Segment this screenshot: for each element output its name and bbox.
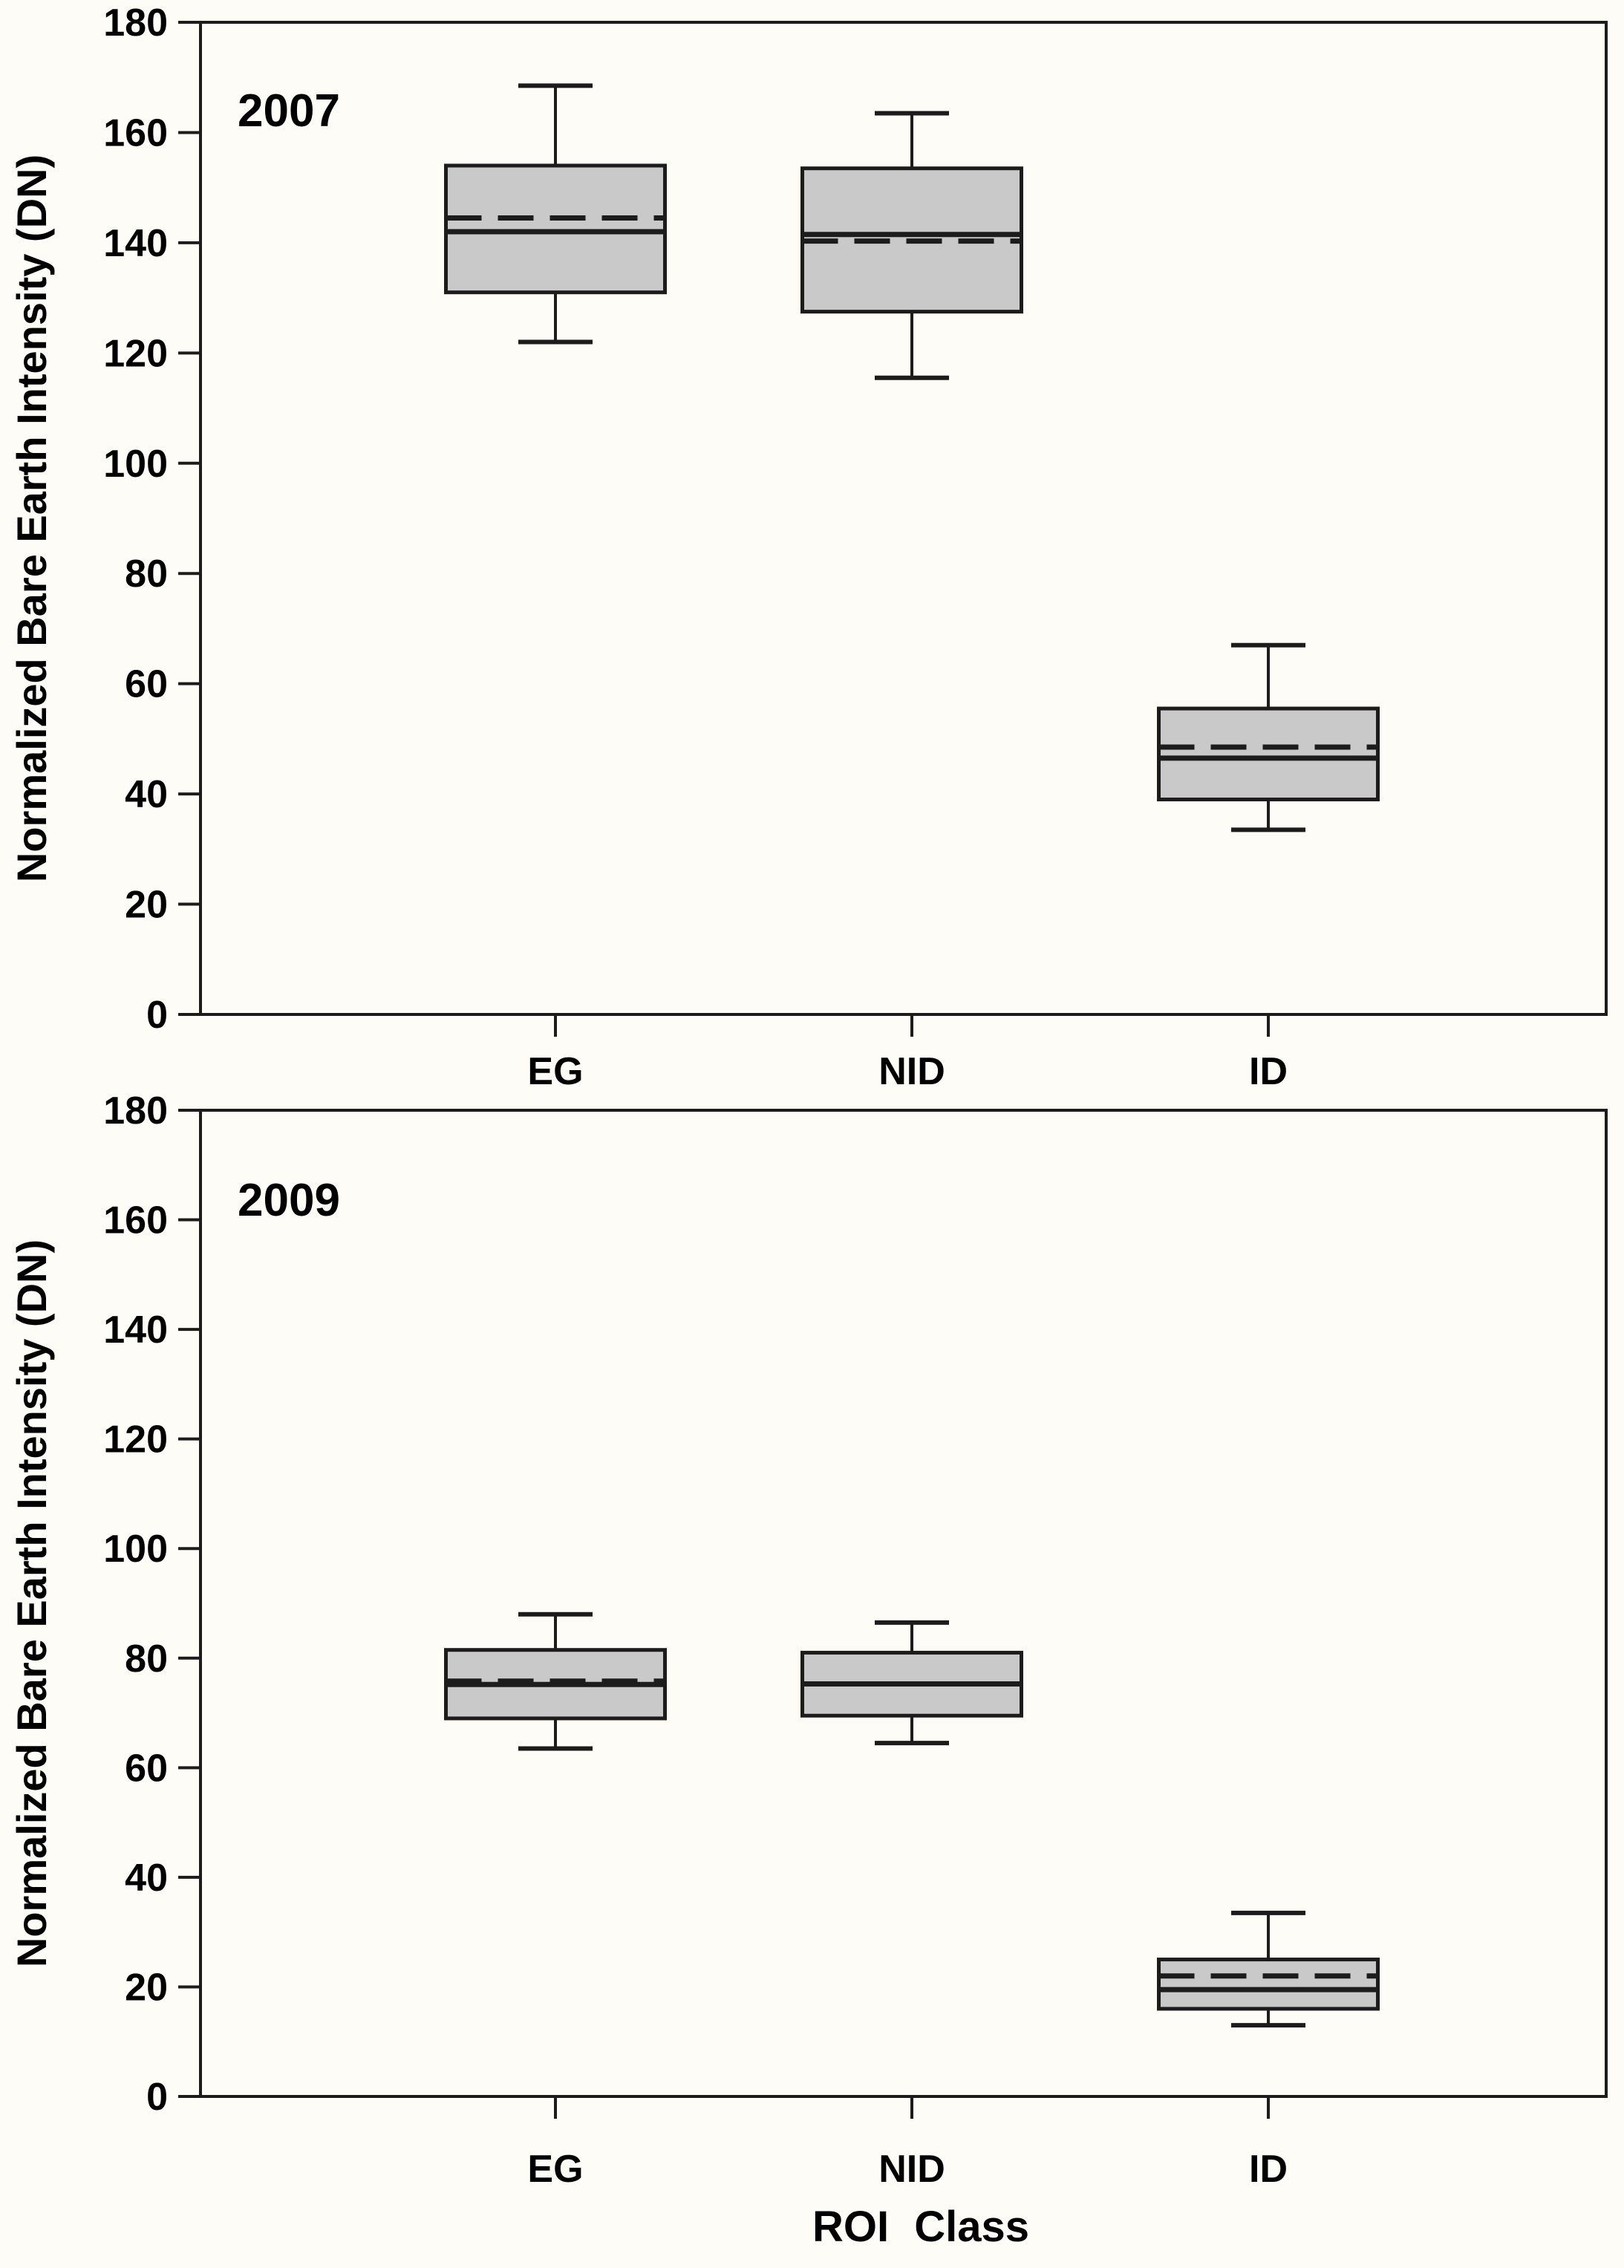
y-tick-label-2007-60: 60 [125, 663, 168, 706]
y-tick-label-2007-180: 180 [103, 1, 168, 45]
y-tick-label-2009-80: 80 [125, 1638, 168, 1681]
y-tick-label-2007-0: 0 [146, 994, 168, 1037]
panel-2007-border [199, 21, 1608, 1016]
x-axis-title: ROI Class [812, 2203, 1029, 2251]
y-tick-label-2007-100: 100 [103, 443, 168, 486]
panel-2007-geometry: 0 20 40 60 80 100 120 140 160 180 [103, 1, 1608, 1037]
y-tick-label-2007-140: 140 [103, 222, 168, 265]
y-tick-label-2009-100: 100 [103, 1528, 168, 1571]
y-tick-label-2007-160: 160 [103, 111, 168, 154]
panel1-year-label: 2007 [238, 85, 340, 137]
y-tick-label-2009-0: 0 [146, 2076, 168, 2119]
panel1-category-label-eg: EG [527, 1050, 583, 1093]
panel2-category-label-id: ID [1249, 2148, 1288, 2191]
y-tick-label-2007-80: 80 [125, 553, 168, 596]
y-tick-label-2009-140: 140 [103, 1309, 168, 1352]
iqr-box-2007-ID [1157, 706, 1380, 802]
panel1-category-label-id: ID [1249, 1050, 1288, 1093]
y-tick-label-2009-60: 60 [125, 1747, 168, 1790]
panel-2009-border [199, 1109, 1608, 2098]
y-tick-label-2007-20: 20 [125, 884, 168, 927]
panel1-y-axis-title: Normalized Bare Earth Intensity (DN) [8, 154, 55, 882]
y-tick-label-2009-180: 180 [103, 1089, 168, 1133]
y-tick-label-2007-120: 120 [103, 332, 168, 375]
y-tick-label-2009-160: 160 [103, 1199, 168, 1242]
panel-2009-geometry: 0 20 40 60 80 100 120 140 160 180 [103, 1089, 1608, 2119]
y-tick-label-2009-120: 120 [103, 1418, 168, 1462]
y-tick-label-2009-40: 40 [125, 1857, 168, 1900]
panel2-category-label-eg: EG [527, 2148, 583, 2191]
y-tick-label-2009-20: 20 [125, 1966, 168, 2009]
panel2-category-label-nid: NID [878, 2148, 945, 2191]
panel2-y-axis-title: Normalized Bare Earth Intensity (DN) [8, 1239, 55, 1967]
iqr-box-2009-ID [1157, 1958, 1380, 2011]
panel1-category-label-nid: NID [878, 1050, 945, 1093]
y-tick-label-2007-40: 40 [125, 773, 168, 816]
panel2-year-label: 2009 [238, 1175, 340, 1226]
iqr-box-2007-EG [444, 163, 667, 295]
